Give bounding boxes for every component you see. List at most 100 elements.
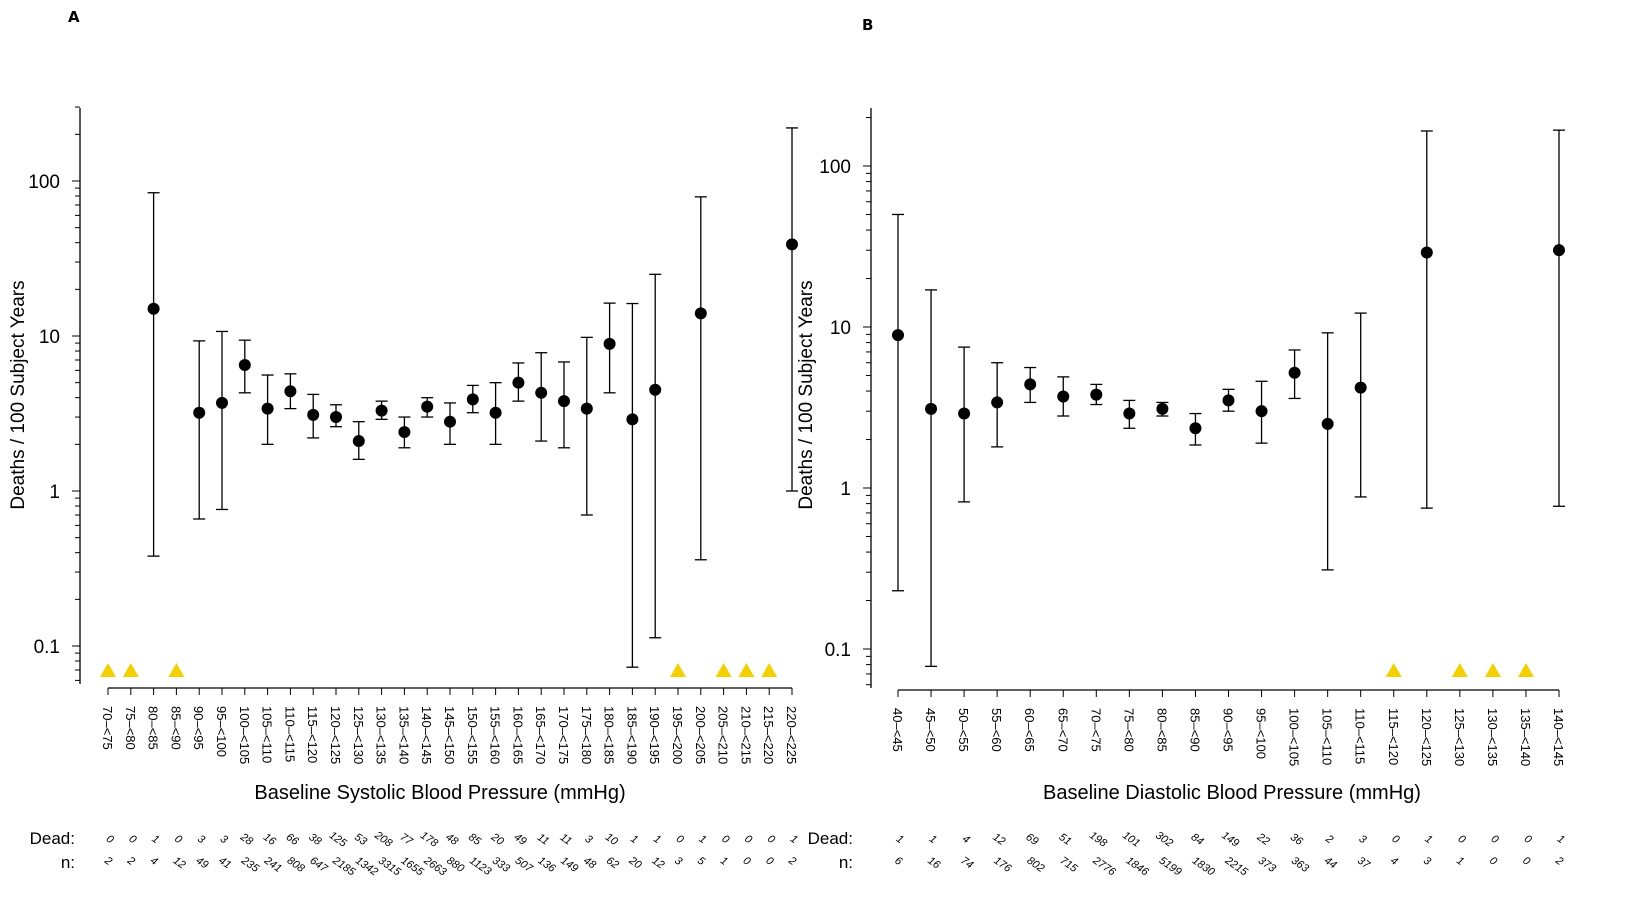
panel-b-point bbox=[1189, 422, 1202, 435]
panel-a-x-tick-label: 125–<130 bbox=[351, 706, 366, 764]
panel-a-dead-count: 125 bbox=[327, 829, 350, 850]
panel-a-dead-count: 0 bbox=[127, 833, 140, 847]
panel-a-point bbox=[580, 402, 593, 415]
panel-b-n-count: 3 bbox=[1421, 855, 1434, 869]
panel-b-n-count: 363 bbox=[1289, 855, 1312, 876]
panel-b-dead-count: 1 bbox=[894, 833, 906, 846]
panel-b-x-tick-label: 140–<145 bbox=[1551, 708, 1566, 766]
panel-a-point bbox=[421, 400, 434, 413]
panel-a-zero-death-marker bbox=[168, 663, 185, 677]
panel-a-x-tick-label: 130–<135 bbox=[374, 706, 389, 764]
panel-b-dead-count: 302 bbox=[1153, 829, 1175, 849]
panel-b-dead-count: 149 bbox=[1219, 829, 1241, 849]
panel-b-dead-row-label: Dead: bbox=[808, 829, 853, 848]
panel-a-dead-count: 20 bbox=[488, 831, 506, 849]
panel-a-point bbox=[398, 426, 411, 439]
panel-b-point bbox=[958, 407, 971, 420]
panel-b-point bbox=[892, 329, 904, 342]
panel-b-dead-count: 0 bbox=[1489, 833, 1502, 847]
panel-a-point bbox=[307, 408, 320, 421]
panel-a-point bbox=[466, 393, 479, 406]
panel-a-dead-count: 10 bbox=[603, 831, 621, 848]
panel-a-x-tick-label: 90–<95 bbox=[191, 706, 206, 750]
panel-b-n-count: 1 bbox=[1454, 855, 1466, 868]
panel-b-x-tick-label: 100–<105 bbox=[1287, 708, 1302, 766]
panel-a-point bbox=[512, 376, 525, 389]
panel-b-x-tick-label: 105–<110 bbox=[1320, 708, 1335, 765]
panel-a-zero-death-marker bbox=[670, 663, 686, 677]
panel-a-n-count: 5 bbox=[695, 855, 708, 869]
panel-a-n-count: 1123 bbox=[467, 855, 494, 879]
panel-a-dead-count: 11 bbox=[535, 831, 551, 847]
panel-a-point bbox=[375, 404, 388, 417]
panel-a-n-count: 1 bbox=[718, 855, 730, 868]
panel-a-x-tick-label: 140–<145 bbox=[419, 706, 434, 764]
panel-a-n-count: 2 bbox=[785, 854, 798, 868]
panel-a-n-count: 647 bbox=[307, 855, 330, 876]
panel-a-n-count: 149 bbox=[558, 855, 580, 875]
panel-a-point bbox=[558, 395, 570, 408]
panel-b-x-tick-label: 40–<45 bbox=[890, 708, 905, 752]
panel-b-x-axis-label: Baseline Diastolic Blood Pressure (mmHg) bbox=[1043, 782, 1421, 804]
panel-a-dead-count: 1 bbox=[628, 833, 640, 846]
panel-b-dead-count: 0 bbox=[1522, 833, 1535, 847]
panel-a-zero-death-marker bbox=[100, 663, 116, 677]
panel-b-n-count: 5199 bbox=[1157, 855, 1184, 879]
panel-b-dead-count: 1 bbox=[1423, 833, 1435, 846]
panel-a-x-tick-label: 75–<80 bbox=[123, 706, 138, 750]
panel-b-point bbox=[1553, 244, 1565, 257]
panel-b-n-count: 44 bbox=[1322, 855, 1339, 872]
panel-a-dead-count: 1 bbox=[697, 833, 709, 846]
panel-a-x-tick-label: 180–<185 bbox=[602, 706, 617, 764]
panel-a-n-count: 3 bbox=[672, 855, 685, 869]
panel-b-n-count: 2 bbox=[1552, 854, 1565, 868]
panel-a-dead-count: 85 bbox=[466, 831, 484, 848]
panel-a-x-tick-label: 215–<220 bbox=[761, 706, 776, 764]
panel-b-x-tick-label: 125–<130 bbox=[1452, 708, 1467, 766]
panel-a-point bbox=[626, 413, 639, 426]
panel-label-b: B bbox=[862, 16, 874, 34]
panel-a-point bbox=[649, 383, 662, 396]
panel-b-x-tick-label: 130–<135 bbox=[1485, 708, 1500, 766]
panel-b-x-tick-label: 95–<100 bbox=[1254, 708, 1269, 759]
panel-a-n-count: 235 bbox=[238, 854, 261, 875]
panel-a-dead-count: 53 bbox=[352, 831, 370, 848]
panel-b-x-tick-label: 110–<115 bbox=[1353, 708, 1368, 764]
panel-a-dead-count: 3 bbox=[195, 833, 208, 847]
panel-b-n-count: 176 bbox=[991, 855, 1014, 876]
panel-a-x-axis-label: Baseline Systolic Blood Pressure (mmHg) bbox=[254, 782, 625, 804]
panel-b-dead-count: 3 bbox=[1356, 833, 1369, 847]
panel-a-dead-count: 38 bbox=[306, 831, 324, 848]
panel-a-n-count: 41 bbox=[216, 855, 233, 872]
panel-a-dead-count: 66 bbox=[284, 831, 302, 848]
panel-a-n-count: 48 bbox=[581, 855, 599, 872]
panel-a-y-tick-label: 0.1 bbox=[34, 637, 60, 658]
panel-b-dead-count: 0 bbox=[1456, 833, 1469, 847]
panel-a-y-tick-label: 10 bbox=[39, 327, 60, 348]
panel-b-y-tick-label: 1 bbox=[840, 479, 851, 500]
panel-a-x-tick-label: 210–<215 bbox=[738, 706, 753, 764]
panel-a-dead-row-label: Dead: bbox=[30, 829, 75, 848]
panel-a-n-count: 20 bbox=[626, 854, 644, 872]
panel-b-point bbox=[1123, 407, 1136, 420]
panel-b-x-tick-label: 85–<90 bbox=[1187, 708, 1202, 752]
panel-a-dead-count: 28 bbox=[237, 831, 255, 849]
panel-b-zero-death-marker bbox=[1484, 663, 1501, 677]
panel-a-x-tick-label: 85–<90 bbox=[168, 706, 183, 750]
panel-a-x-tick-label: 110–<115 bbox=[282, 706, 297, 762]
panel-a-point bbox=[147, 302, 160, 315]
panel-a-x-tick-label: 145–<150 bbox=[442, 706, 457, 764]
panel-a-dead-count: 0 bbox=[104, 833, 117, 847]
panel-b-point bbox=[1255, 405, 1268, 418]
panel-a-x-tick-label: 160–<165 bbox=[510, 706, 525, 764]
panel-a-x-tick-label: 190–<195 bbox=[647, 706, 662, 764]
panel-b-zero-death-marker bbox=[1385, 663, 1402, 677]
panel-b-x-tick-label: 75–<80 bbox=[1121, 708, 1136, 752]
panel-b-n-row-label: n: bbox=[839, 853, 853, 872]
panel-a-y-axis-label: Deaths / 100 Subject Years bbox=[8, 280, 29, 509]
panel-a-dead-count: 1 bbox=[149, 833, 161, 846]
panel-a-x-tick-label: 120–<125 bbox=[328, 706, 343, 764]
panel-a-x-tick-label: 220–<225 bbox=[784, 706, 799, 764]
